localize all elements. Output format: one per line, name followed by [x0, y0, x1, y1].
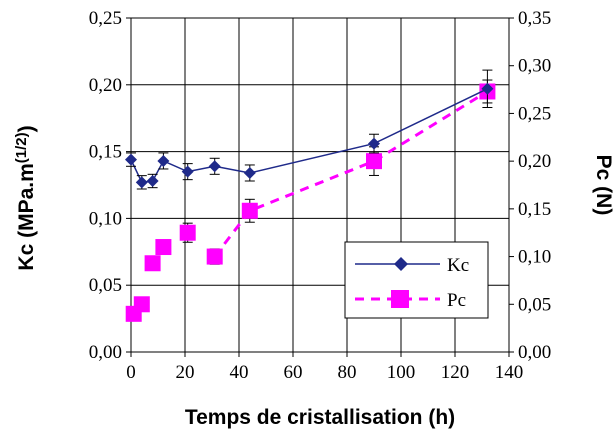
x-tick-label: 40: [230, 362, 249, 383]
legend-kc-label: Kc: [447, 255, 469, 276]
x-tick-label: 80: [338, 362, 357, 383]
pc-point: [206, 248, 223, 265]
y-axis-right: 0,00 0,05 0,10 0,15 0,20 0,25 0,30 0,35: [509, 8, 551, 363]
y-left-tick-label: 0,05: [89, 275, 122, 296]
x-axis: 0 20 40 60 80 100 120 140: [126, 352, 523, 383]
pc-point: [144, 255, 161, 272]
kc-point: [157, 154, 170, 167]
pc-point: [155, 239, 172, 256]
legend: Kc Pc: [344, 241, 489, 319]
x-tick-label: 60: [284, 362, 303, 383]
kc-point: [481, 82, 494, 95]
y-left-tick-label: 0,15: [89, 142, 122, 163]
x-tick-label: 20: [176, 362, 195, 383]
x-tick-label: 0: [126, 362, 136, 383]
series-kc: [125, 69, 494, 190]
y-left-tick-label: 0,00: [89, 342, 122, 363]
series-layer: [125, 69, 496, 322]
y-right-tick-label: 0,15: [518, 199, 551, 220]
kc-point: [368, 137, 380, 150]
x-tick-label: 120: [441, 362, 470, 383]
kc-point: [243, 166, 256, 179]
legend-pc-marker: [391, 290, 409, 308]
kc-point: [125, 153, 137, 166]
y-right-tick-label: 0,35: [518, 8, 551, 29]
y-right-tick-label: 0,00: [518, 342, 551, 363]
plot-area: [130, 17, 510, 353]
y-axis-left: 0,00 0,05 0,10 0,15 0,20 0,25: [89, 8, 131, 363]
kc-point: [146, 174, 159, 187]
pc-point: [179, 224, 196, 241]
x-tick-label: 140: [495, 362, 524, 383]
kc-line: [130, 88, 488, 184]
y-right-tick-label: 0,20: [518, 151, 551, 172]
x-axis-title: Temps de cristallisation (h): [185, 406, 455, 429]
y-left-tick-label: 0,20: [89, 75, 122, 96]
y-left-tick-label: 0,10: [89, 208, 122, 229]
kc-point: [208, 160, 221, 173]
pc-line: [213, 90, 489, 258]
legend-pc-label: Pc: [447, 290, 466, 311]
y-right-tick-label: 0,30: [518, 56, 551, 77]
y-right-tick-label: 0,05: [518, 294, 551, 315]
pc-point: [366, 153, 382, 170]
kc-point: [135, 176, 148, 189]
y-right-tick-label: 0,10: [518, 247, 551, 268]
pc-point: [241, 202, 258, 219]
kc-point: [181, 165, 194, 178]
x-tick-label: 100: [387, 362, 416, 383]
pc-point: [133, 296, 150, 313]
legend-box: [344, 241, 489, 319]
legend-kc-marker: [394, 257, 408, 271]
y-axis-left-title: Kc (MPa.m(1/2)): [13, 125, 38, 270]
y-right-tick-label: 0,25: [518, 103, 551, 124]
y-axis-right-title: Pc (N): [592, 155, 615, 216]
y-left-tick-label: 0,25: [89, 8, 122, 29]
